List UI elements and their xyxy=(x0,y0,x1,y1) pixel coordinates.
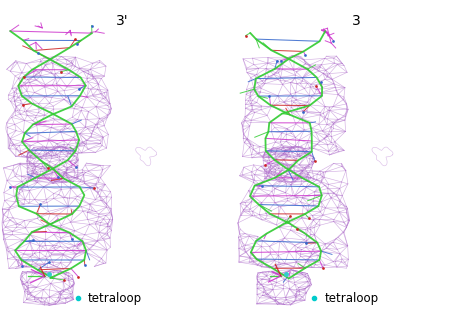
Text: 3': 3' xyxy=(116,14,128,28)
Text: 3: 3 xyxy=(352,14,361,28)
Text: tetraloop: tetraloop xyxy=(324,291,379,305)
Text: tetraloop: tetraloop xyxy=(88,291,142,305)
